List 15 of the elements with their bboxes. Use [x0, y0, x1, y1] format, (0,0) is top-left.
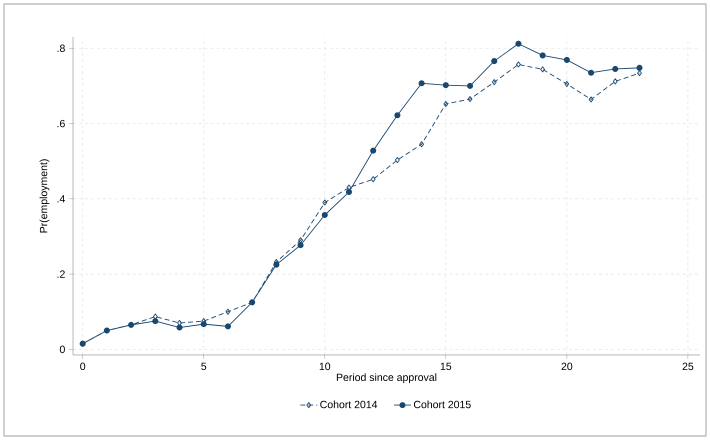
x-tick-label: 15: [440, 362, 452, 370]
y-tick-label: .8: [58, 44, 65, 52]
x-tick-label: 0: [80, 362, 86, 370]
x-tick-label: 20: [562, 362, 572, 370]
y-tick-label: .4: [58, 195, 66, 202]
y-tick-label: .2: [58, 270, 65, 278]
y-tick-label: .6: [58, 120, 65, 128]
x-tick-label: 5: [201, 362, 206, 370]
x-tick-label: 10: [320, 362, 330, 370]
x-axis-title: Period since approval: [336, 373, 436, 384]
legend-label: Cohort 2015: [414, 400, 471, 408]
y-tick-label: 0: [60, 346, 65, 354]
y-axis-title: Pr(employment): [40, 159, 50, 232]
x-tick-label: 25: [682, 362, 694, 370]
legend-label: Cohort 2014: [320, 400, 378, 408]
